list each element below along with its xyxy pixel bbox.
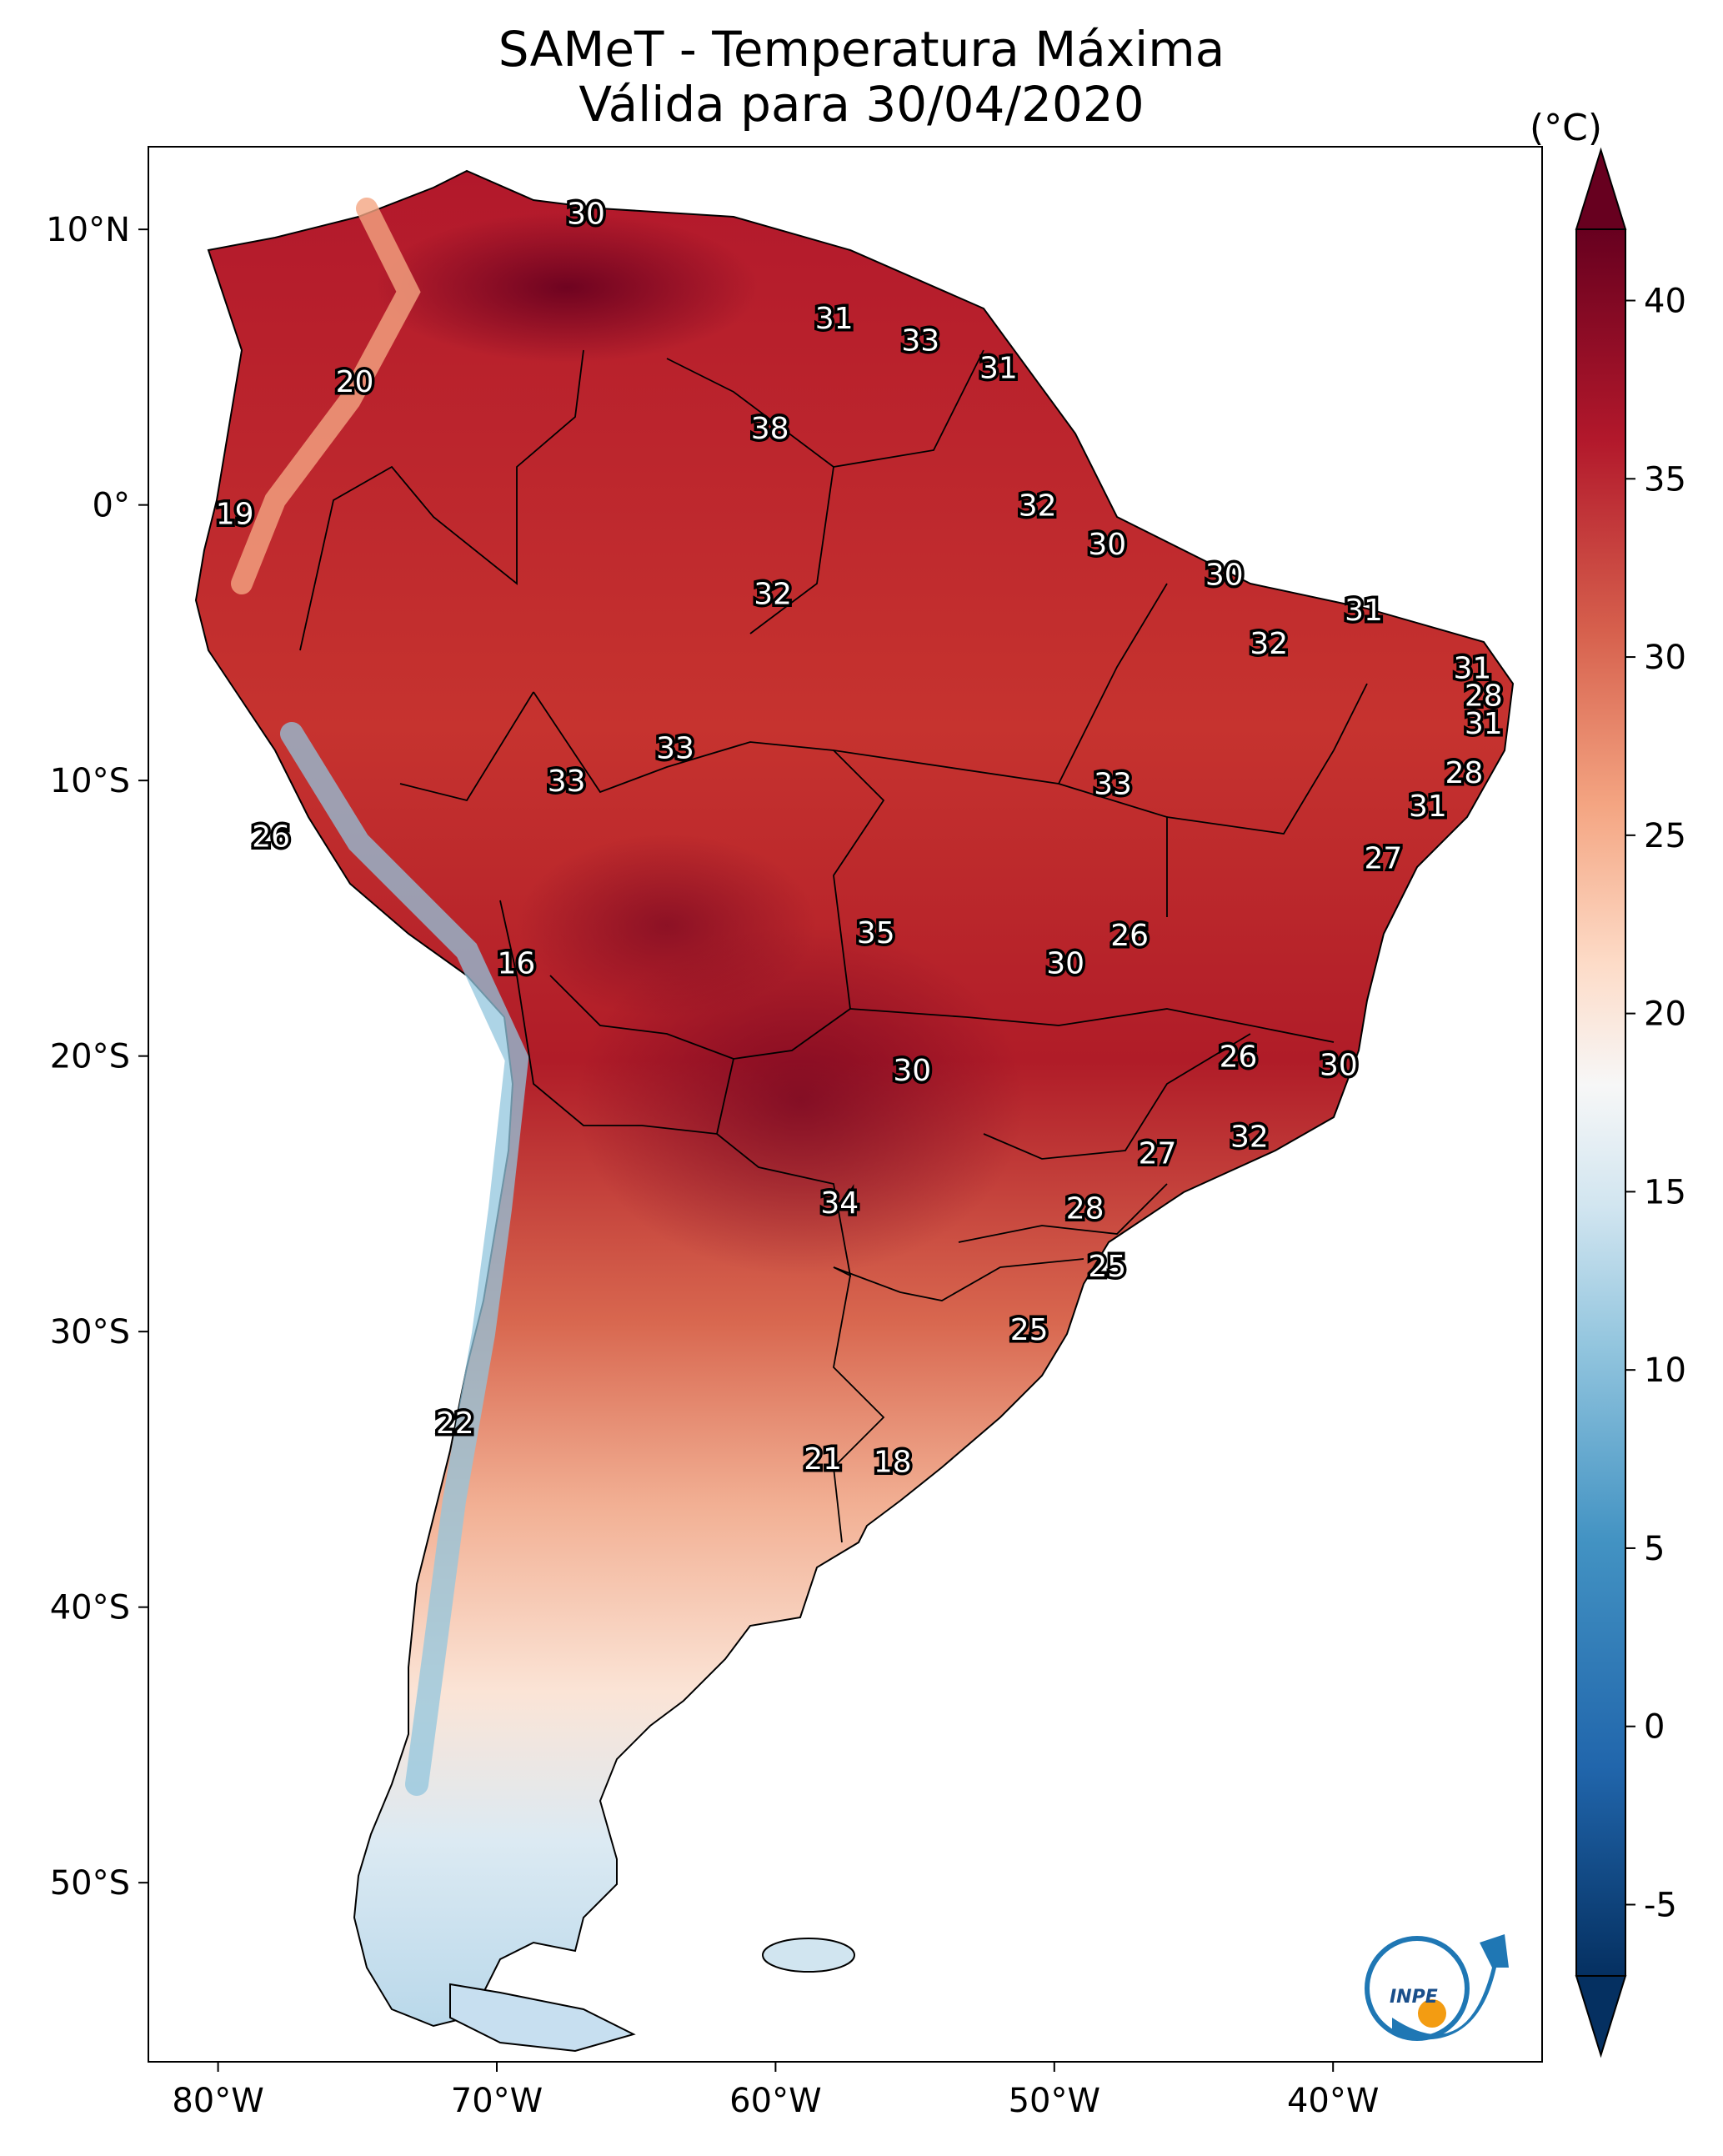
lat-tick-label: 20°S — [50, 1038, 130, 1076]
colorbar-tick-label: 20 — [1644, 995, 1686, 1034]
colorbar-unit: (°C) — [1530, 107, 1603, 149]
temp-label-29: 30 — [1320, 1049, 1358, 1083]
temp-label-26: 30 — [1046, 946, 1084, 980]
temp-label-18: 33 — [548, 765, 586, 799]
temp-label-0: 30 — [567, 197, 605, 231]
colorbar-max-extend — [1575, 147, 1627, 230]
lon-tick-label: 70°W — [451, 2082, 543, 2120]
inpe-logo: INPE — [1365, 1934, 1509, 2041]
country-borders — [299, 349, 1368, 1543]
lon-tick-label: 80°W — [172, 2082, 263, 2120]
lon-tick-label: 50°W — [1009, 2082, 1100, 2120]
temp-label-19: 33 — [1094, 768, 1132, 802]
colorbar-ticks: 40 35 30 25 20 15 10 5 0 -5 — [1625, 283, 1686, 1924]
temp-label-25: 16 — [497, 946, 535, 980]
colorbar-tick-label: 30 — [1644, 639, 1686, 677]
lat-tick-label: 40°S — [50, 1589, 130, 1627]
temp-label-15: 31 — [1465, 707, 1503, 741]
lat-tick-label: 50°S — [50, 1864, 130, 1903]
temp-label-32: 28 — [1066, 1191, 1104, 1226]
map-title: SAMeT - Temperatura Máxima — [498, 21, 1225, 78]
temp-label-9: 30 — [1205, 558, 1244, 592]
temp-label-30: 32 — [1230, 1121, 1269, 1155]
lat-tick-label: 30°S — [50, 1313, 130, 1351]
temp-label-37: 21 — [804, 1442, 842, 1477]
temp-label-11: 31 — [1345, 594, 1383, 628]
temp-label-36: 22 — [436, 1406, 474, 1441]
colorbar-tick-label: -5 — [1644, 1886, 1677, 1924]
temp-label-3: 31 — [979, 351, 1018, 385]
temp-label-21: 26 — [252, 820, 290, 854]
lon-tick-label: 60°W — [729, 2082, 821, 2120]
temp-label-27: 26 — [1220, 1040, 1258, 1075]
latitude-axis: 10°N 0° 10°S 20°S 30°S 40°S 50°S — [46, 211, 148, 1903]
colorbar-min-extend — [1575, 1975, 1627, 2058]
temp-label-1: 31 — [815, 302, 854, 336]
temp-label-33: 34 — [820, 1186, 859, 1221]
temp-label-28: 30 — [893, 1054, 931, 1088]
colorbar-tick-label: 35 — [1644, 460, 1686, 499]
colorbar: 40 35 30 25 20 15 10 5 0 -5 — [1575, 147, 1686, 2058]
lon-tick-label: 40°W — [1287, 2082, 1379, 2120]
temp-label-6: 32 — [1019, 489, 1057, 524]
temp-label-38: 18 — [874, 1446, 912, 1480]
temp-label-16: 33 — [656, 732, 694, 766]
longitude-axis: 80°W 70°W 60°W 50°W 40°W — [172, 2062, 1379, 2120]
temp-label-4: 20 — [336, 365, 374, 399]
arrow-icon — [1392, 1934, 1509, 2040]
temp-label-14: 28 — [1465, 679, 1503, 714]
temp-label-5: 38 — [751, 412, 789, 446]
colorbar-scale — [1575, 228, 1626, 1977]
lat-tick-label: 10°S — [50, 762, 130, 800]
colorbar-tick-label: 15 — [1644, 1173, 1686, 1211]
map-frame — [148, 146, 1543, 2063]
temp-label-2: 33 — [901, 323, 939, 358]
temp-label-8: 30 — [1088, 528, 1126, 562]
sun-icon — [1418, 1999, 1446, 2028]
temp-label-22: 27 — [1364, 842, 1402, 876]
lat-tick-label: 10°N — [46, 211, 130, 249]
temp-label-23: 35 — [857, 916, 895, 950]
colorbar-tick-label: 10 — [1644, 1351, 1686, 1390]
temp-label-34: 25 — [1088, 1250, 1126, 1284]
temp-label-12: 32 — [1250, 627, 1288, 661]
colorbar-tick-label: 40 — [1644, 283, 1686, 321]
temp-label-35: 25 — [1010, 1313, 1049, 1347]
map-subtitle: Válida para 30/04/2020 — [579, 76, 1144, 133]
temp-label-13: 31 — [1453, 652, 1491, 686]
colorbar-tick-label: 0 — [1644, 1708, 1665, 1747]
temp-label-24: 26 — [1110, 919, 1149, 953]
temp-label-20: 31 — [1409, 790, 1447, 824]
temp-label-7: 19 — [216, 498, 254, 532]
inpe-logo-text: INPE — [1390, 1987, 1438, 2008]
colorbar-tick-label: 5 — [1644, 1530, 1665, 1568]
temp-label-31: 27 — [1139, 1136, 1177, 1171]
colorbar-tick-label: 25 — [1644, 817, 1686, 855]
lat-tick-label: 0° — [93, 487, 130, 525]
temp-label-10: 32 — [754, 577, 792, 611]
temp-label-17: 28 — [1445, 756, 1483, 790]
